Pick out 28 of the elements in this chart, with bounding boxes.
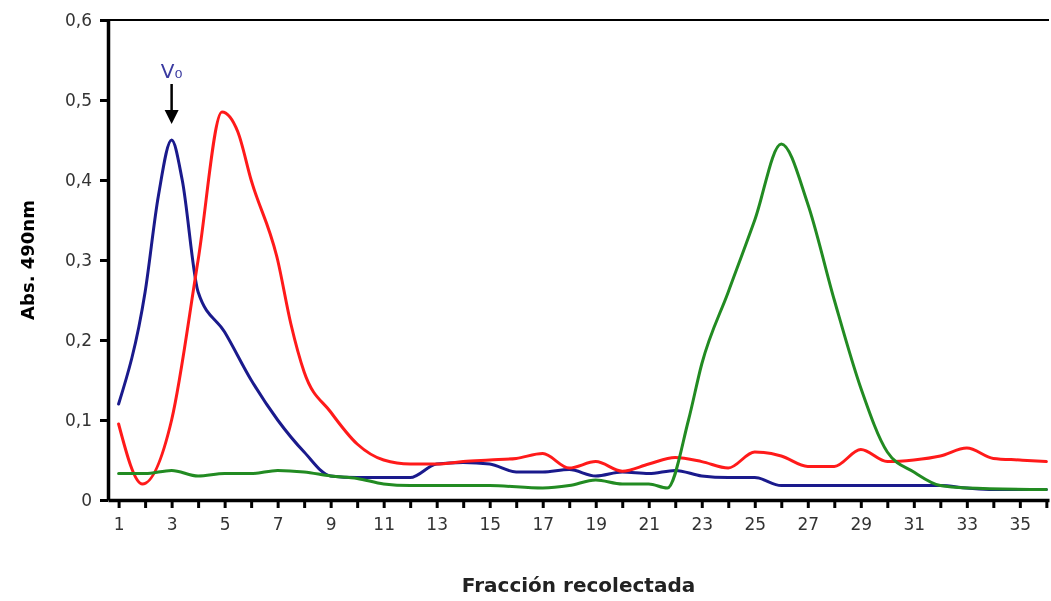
y-tick-label: 0 xyxy=(81,489,92,510)
y-tick-label: 0,5 xyxy=(64,89,92,110)
y-axis-title: Abs. 490nm xyxy=(17,200,38,320)
x-tick-label: 19 xyxy=(585,514,608,535)
x-tick-label: 1 xyxy=(113,514,125,535)
y-tick-label: 0,4 xyxy=(64,169,92,190)
x-tick-label: 5 xyxy=(219,514,231,535)
x-tick-label: 9 xyxy=(325,514,337,535)
x-tick-label: 3 xyxy=(166,514,178,535)
y-tick-label: 0,6 xyxy=(64,9,92,30)
x-tick-label: 17 xyxy=(532,514,555,535)
x-tick-label: 21 xyxy=(638,514,661,535)
y-tick-label: 0,1 xyxy=(64,409,92,430)
x-tick-label: 13 xyxy=(426,514,449,535)
x-tick-label: 29 xyxy=(850,514,873,535)
x-tick-label: 11 xyxy=(373,514,395,535)
x-tick-label: 25 xyxy=(744,514,767,535)
x-tick-label: 33 xyxy=(956,514,979,535)
x-tick-label: 35 xyxy=(1009,514,1032,535)
y-tick-label: 0,2 xyxy=(64,329,92,350)
x-tick-label: 31 xyxy=(903,514,926,535)
x-tick-label: 7 xyxy=(272,514,284,535)
x-tick-label: 23 xyxy=(691,514,714,535)
x-tick-label: 27 xyxy=(797,514,820,535)
y-tick-label: 0,3 xyxy=(64,249,92,270)
x-tick-label: 15 xyxy=(479,514,502,535)
annotation: V₀ xyxy=(160,59,183,83)
x-axis-title: Fracción recolectada xyxy=(461,573,696,597)
